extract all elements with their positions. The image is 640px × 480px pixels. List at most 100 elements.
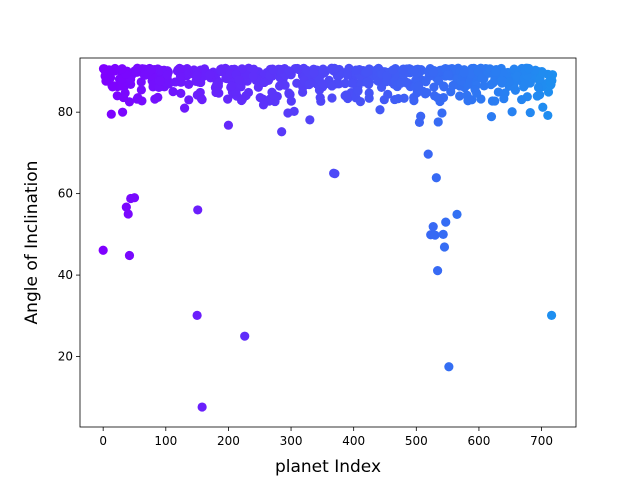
data-point [192, 70, 202, 80]
data-point [117, 64, 127, 74]
data-point [409, 92, 419, 103]
x-tick-label: 100 [154, 434, 177, 448]
data-point [315, 93, 325, 103]
data-point [416, 111, 426, 121]
data-point [431, 173, 441, 183]
data-point [259, 77, 269, 88]
data-point [488, 78, 498, 88]
data-point [179, 103, 190, 113]
data-point [341, 90, 351, 100]
plot-background [80, 58, 576, 427]
data-point [486, 112, 497, 122]
data-point [490, 96, 500, 106]
data-point [429, 82, 439, 92]
data-point [216, 66, 227, 77]
data-point [298, 87, 308, 97]
data-point [543, 110, 553, 121]
x-tick-label: 400 [342, 434, 365, 448]
data-point [543, 87, 554, 97]
data-point [140, 70, 150, 80]
data-point [353, 86, 363, 96]
data-point [355, 97, 366, 107]
data-point [423, 149, 433, 159]
data-point [432, 93, 443, 103]
data-point [153, 92, 163, 102]
data-point [409, 66, 419, 76]
data-point [382, 71, 392, 81]
y-axis-ticks: 20 40 60 80 [58, 105, 80, 364]
data-point [123, 209, 133, 219]
data-point [470, 85, 480, 95]
data-point [124, 250, 135, 261]
data-point [538, 102, 548, 112]
data-point [133, 93, 143, 103]
data-point [439, 242, 450, 252]
data-point [268, 65, 278, 75]
x-tick-label: 700 [530, 434, 553, 448]
x-tick-label: 300 [280, 434, 303, 448]
data-point [226, 81, 237, 91]
data-point [443, 70, 453, 80]
data-point [538, 68, 548, 78]
data-point [223, 94, 233, 104]
data-point [240, 331, 250, 341]
data-point [106, 109, 116, 119]
data-point [195, 87, 205, 98]
data-point [430, 230, 440, 240]
data-point [193, 205, 203, 215]
data-point [136, 77, 146, 87]
x-tick-label: 0 [99, 434, 107, 448]
data-point [249, 64, 259, 74]
data-point [455, 91, 465, 101]
data-point [136, 85, 146, 95]
data-point [499, 94, 509, 104]
data-point [351, 65, 361, 75]
data-point [120, 88, 130, 98]
data-point [168, 86, 178, 97]
data-point [237, 64, 247, 74]
x-tick-label: 600 [467, 434, 490, 448]
data-point [318, 64, 328, 74]
y-tick-label: 80 [58, 105, 73, 119]
data-point [326, 64, 336, 74]
data-point [477, 73, 487, 83]
data-point [342, 70, 352, 81]
data-point [269, 90, 279, 100]
data-point [364, 88, 374, 98]
data-point [106, 66, 116, 76]
data-point [98, 245, 108, 255]
y-axis-label: Angle of Inclination [22, 161, 42, 325]
data-point [438, 81, 449, 91]
data-point [284, 88, 294, 98]
data-point [433, 117, 443, 127]
data-point [132, 63, 142, 73]
data-point [292, 63, 302, 74]
data-point [236, 95, 247, 106]
data-point [109, 81, 119, 91]
data-point [234, 75, 244, 85]
y-tick-label: 20 [58, 350, 73, 364]
data-point [497, 75, 507, 86]
data-point [361, 67, 371, 77]
data-point [213, 78, 224, 88]
data-point [507, 107, 517, 117]
data-point [375, 105, 385, 115]
data-point [121, 202, 131, 212]
data-point [289, 106, 299, 116]
data-point [463, 94, 474, 104]
data-point [304, 79, 314, 90]
data-point [401, 77, 411, 87]
data-point [493, 87, 503, 97]
data-point [388, 65, 398, 75]
data-point [517, 94, 527, 105]
data-point [428, 222, 438, 232]
data-point [155, 76, 166, 86]
data-point [258, 100, 269, 110]
data-point [192, 310, 202, 320]
data-point [174, 63, 185, 74]
data-point [533, 82, 544, 93]
data-point [277, 127, 287, 137]
data-point [175, 71, 186, 81]
data-point [428, 67, 439, 77]
